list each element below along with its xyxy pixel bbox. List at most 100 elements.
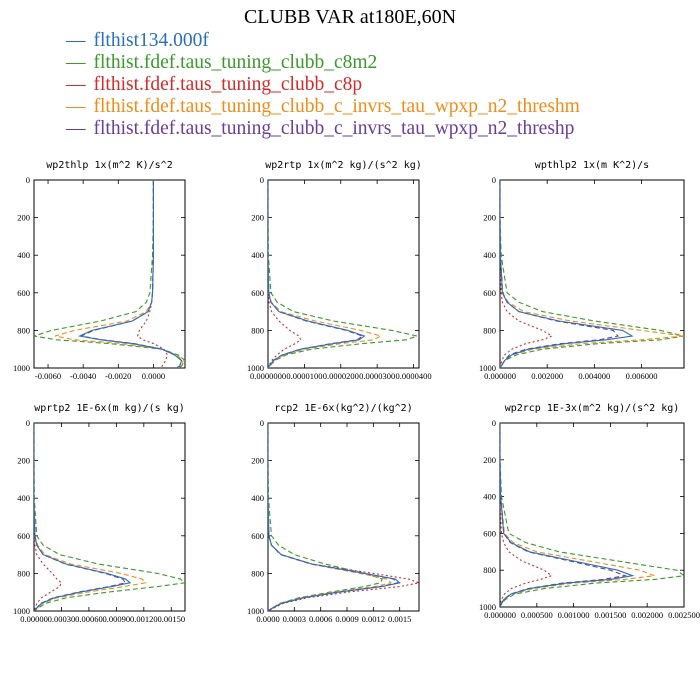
- figure-title: CLUBB VAR at180E,60N: [243, 6, 457, 28]
- series-line: [500, 423, 684, 607]
- y-tick-label: 800: [483, 565, 496, 575]
- chart-panel: wprtp2 1E-6x(m kg)/(s kg) 0 200 400 600 800 10…: [13, 403, 186, 624]
- y-tick-label: 200: [17, 213, 30, 223]
- chart-panel: wpthlp2 1x(m K^2)/s020040060080010000.00…: [479, 160, 685, 381]
- series-line: [268, 180, 366, 368]
- y-tick-label: 800: [17, 568, 30, 578]
- x-tick-label: 0.0000000: [250, 371, 286, 381]
- x-tick-label: -0.0040: [70, 371, 96, 381]
- x-tick-label: 0.0003: [283, 614, 306, 624]
- x-tick-label: 0.00090: [103, 614, 131, 624]
- chart-title: wprtp2 1E-6x(m kg)/(s kg): [34, 403, 185, 414]
- chart-title: wp2rcp 1E-3x(m^2 kg)/(s^2 kg): [505, 403, 680, 414]
- y-tick-label: 200: [483, 455, 496, 465]
- y-tick-label: 200: [251, 456, 264, 466]
- y-tick-label: 800: [17, 325, 30, 335]
- series-line: [268, 423, 393, 611]
- chart-title: wpthlp2 1x(m K^2)/s: [535, 160, 649, 171]
- series-line: [34, 423, 127, 611]
- x-tick-label: 0.002000: [531, 371, 563, 381]
- y-tick-label: 800: [251, 568, 264, 578]
- legend-item: — flthist.fdef.taus_tuning_clubb_c_invrs_…: [66, 118, 580, 140]
- y-tick-label: 200: [251, 213, 264, 223]
- x-tick-label: 0.0012: [362, 614, 385, 624]
- plot-frame: [267, 179, 420, 369]
- series-line: [268, 423, 383, 611]
- plot-frame: [33, 179, 186, 369]
- x-tick-label: 0.002500: [668, 610, 700, 620]
- x-tick-label: -0.0020: [105, 371, 131, 381]
- series-line: [34, 423, 63, 611]
- series-line: [34, 423, 132, 611]
- chart-panel: wp2rtp 1x(m^2 kg)/(s^2 kg)0 200 400 600 800 1…: [247, 160, 432, 381]
- legend-line-icon: —: [66, 96, 86, 117]
- legend-label: flthist.fdef.taus_tuning_clubb_c_invrs_t…: [93, 96, 580, 117]
- y-tick-label: 0: [492, 175, 496, 185]
- y-tick-label: 1000: [13, 363, 30, 373]
- y-tick-label: 600: [17, 531, 30, 541]
- chart-title: rcp2 1E-6x(kg^2)/(kg^2): [274, 403, 412, 414]
- x-tick-label: 0.0000200: [323, 371, 359, 381]
- chart-panel: wp2rcp 1E-3x(m^2 kg)/(s^2 kg) 0 200 400 600 8…: [479, 403, 700, 620]
- series-line: [268, 180, 364, 368]
- series-line: [54, 180, 184, 368]
- x-tick-label: 0.0000300: [359, 371, 395, 381]
- x-tick-label: 0.00030: [48, 614, 76, 624]
- x-tick-label: 0.004000: [578, 371, 610, 381]
- y-tick-label: 0: [260, 175, 264, 185]
- legend-label: flthist.fdef.taus_tuning_clubb_c_invrs_t…: [93, 118, 575, 139]
- y-tick-label: 1000: [479, 363, 496, 373]
- y-tick-label: 400: [17, 493, 30, 503]
- y-tick-label: 0: [492, 418, 496, 428]
- x-tick-label: 0.0000: [256, 614, 279, 624]
- y-tick-label: 600: [483, 288, 496, 298]
- y-tick-label: 600: [251, 531, 264, 541]
- legend-line-icon: —: [66, 118, 86, 139]
- y-tick-label: 200: [17, 456, 30, 466]
- x-tick-label: 0.0006: [309, 614, 332, 624]
- series-line: [79, 180, 183, 368]
- legend-line-icon: —: [66, 30, 86, 51]
- series-line: [268, 180, 383, 368]
- series-line: [500, 180, 684, 368]
- y-tick-label: 600: [483, 528, 496, 538]
- series-line: [268, 423, 401, 611]
- x-tick-label: 0.0009: [335, 614, 358, 624]
- x-tick-label: 0.0015: [388, 614, 411, 624]
- x-tick-label: 0.001500: [594, 610, 626, 620]
- series-line: [500, 423, 553, 607]
- legend-line-icon: —: [66, 74, 86, 95]
- series-line: [77, 180, 183, 368]
- chart-title: wp2thlp 1x(m^2 K)/s^2: [46, 160, 172, 171]
- series-line: [500, 180, 634, 368]
- y-tick-label: 200: [483, 213, 496, 223]
- x-tick-label: 0.002000: [631, 610, 663, 620]
- series-line: [500, 180, 554, 368]
- y-tick-label: 800: [251, 325, 264, 335]
- y-tick-label: 1000: [247, 606, 264, 616]
- y-tick-label: 0: [26, 175, 30, 185]
- y-tick-label: 1000: [13, 606, 30, 616]
- series-line: [136, 180, 169, 368]
- y-tick-label: 800: [483, 325, 496, 335]
- series-line: [268, 423, 419, 611]
- plot-frame: [33, 422, 186, 612]
- y-tick-label: 400: [251, 493, 264, 503]
- series-line: [500, 180, 619, 368]
- chart-panel: wp2thlp 1x(m^2 K)/s^2 0 200 400 600 800 1000 -0…: [13, 160, 186, 381]
- x-tick-label: 0.00150: [157, 614, 185, 624]
- x-tick-label: 0.000500: [521, 610, 553, 620]
- series-line: [500, 423, 655, 607]
- series-line: [268, 180, 419, 368]
- series-line: [500, 180, 684, 368]
- legend-line-icon: —: [66, 52, 86, 73]
- series-line: [34, 180, 185, 368]
- legend: — flthist134.000f — flthist.fdef.taus_tuni…: [66, 30, 580, 140]
- y-tick-label: 600: [251, 288, 264, 298]
- legend-item: — flthist.fdef.taus_tuning_clubb_c_invrs_…: [66, 96, 580, 118]
- y-tick-label: 400: [251, 250, 264, 260]
- legend-label: flthist.fdef.taus_tuning_clubb_c8m2: [93, 52, 378, 73]
- x-tick-label: 0.0000400: [395, 371, 431, 381]
- y-tick-label: 0: [260, 418, 264, 428]
